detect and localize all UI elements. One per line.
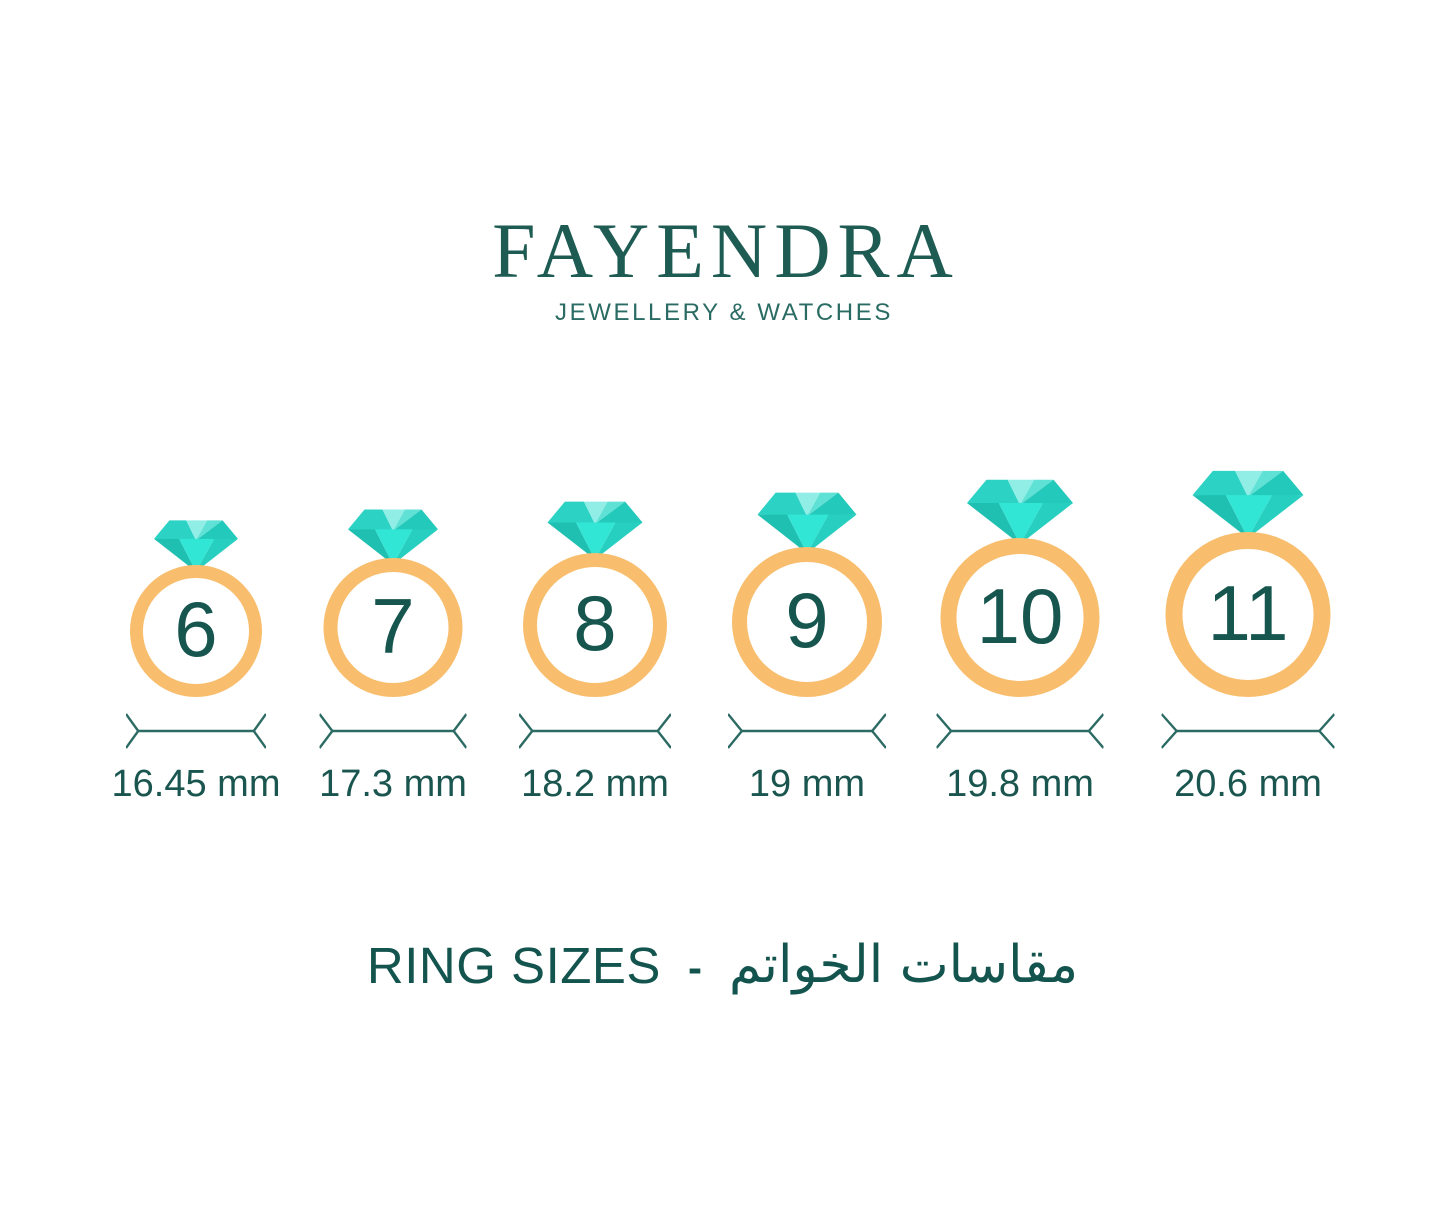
diamond-icon — [348, 509, 438, 565]
ring-item-10: 10 19.8 mm — [896, 0, 1145, 812]
ring-size-number: 8 — [573, 579, 617, 667]
ring-size-number: 10 — [976, 571, 1064, 660]
diameter-label: 19.8 mm — [946, 763, 1094, 805]
brand-logo: FAYENDRA JEWELLERY & WATCHES — [0, 212, 1445, 327]
title-separator: - — [687, 943, 702, 991]
ring-item-9: 9 19 mm — [687, 0, 927, 812]
diamond-icon — [547, 501, 643, 560]
ring-band: 11 — [1165, 532, 1331, 697]
ring-size-number: 6 — [174, 585, 218, 673]
ring-band: 8 — [523, 553, 667, 697]
ring-item-7: 7 17.3 mm — [279, 0, 508, 812]
diamond-icon — [154, 520, 238, 572]
brand-tagline: JEWELLERY & WATCHES — [555, 299, 893, 326]
diameter-label: 17.3 mm — [319, 763, 467, 805]
ring-size-number: 7 — [371, 581, 415, 670]
diamond-icon — [757, 492, 857, 554]
dimension-arrow-icon — [320, 711, 467, 751]
brand-name: FAYENDRA — [492, 207, 960, 294]
ring-item-8: 8 18.2 mm — [478, 0, 712, 812]
ring-band: 7 — [323, 558, 463, 697]
ring-item-11: 11 20.6 mm — [1121, 0, 1376, 812]
diamond-icon — [1192, 470, 1304, 539]
diameter-label: 18.2 mm — [521, 763, 669, 805]
dimension-arrow-icon — [728, 711, 886, 751]
dimension-arrow-icon — [1162, 711, 1335, 751]
ring-item-6: 6 16.45 mm — [85, 0, 307, 812]
dimension-arrow-icon — [937, 711, 1104, 751]
ring-size-number: 11 — [1207, 568, 1289, 657]
ring-band: 6 — [130, 565, 262, 697]
diameter-label: 16.45 mm — [111, 763, 281, 805]
diameter-label: 19 mm — [748, 763, 866, 805]
ring-band: 10 — [940, 538, 1100, 697]
ring-size-number: 9 — [785, 576, 829, 664]
page-title: RING SIZES - مقاسات الخواتم — [0, 932, 1445, 1000]
dimension-arrow-icon — [519, 711, 671, 751]
diameter-label: 20.6 mm — [1174, 763, 1322, 805]
ring-band: 9 — [732, 547, 882, 697]
page-title-english: RING SIZES — [366, 937, 661, 995]
dimension-arrow-icon — [126, 711, 266, 751]
diamond-icon — [967, 479, 1073, 545]
page-title-arabic: مقاسات الخواتم — [728, 935, 1079, 995]
